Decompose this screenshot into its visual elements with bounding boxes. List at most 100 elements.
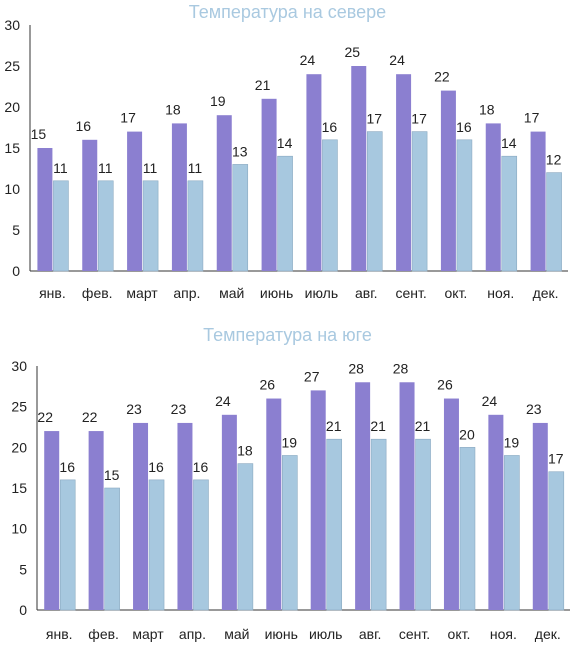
- x-category-label: июль: [309, 626, 342, 642]
- x-category-label: ноя.: [490, 626, 517, 642]
- bar-series-1: [88, 431, 104, 610]
- data-label: 23: [171, 401, 187, 417]
- data-label: 19: [210, 93, 226, 109]
- data-label: 21: [326, 418, 342, 434]
- data-label: 11: [143, 160, 158, 176]
- bar-series-1: [127, 131, 143, 271]
- bar-series-1: [310, 390, 326, 610]
- x-category-label: дек.: [535, 626, 561, 642]
- y-tick-label: 25: [11, 399, 27, 415]
- data-label: 16: [193, 459, 209, 475]
- data-label: 16: [75, 118, 91, 134]
- data-label: 16: [59, 459, 75, 475]
- y-tick-label: 15: [11, 480, 27, 496]
- data-label: 21: [370, 418, 386, 434]
- data-label: 12: [546, 152, 562, 168]
- x-category-label: март: [132, 626, 164, 642]
- chart-south: Температура на юге 0 5 10 15 20 25 30 22 16 янв. 2…: [0, 325, 575, 655]
- data-label: 24: [389, 52, 405, 68]
- y-tick-label: 30: [11, 358, 27, 374]
- data-label: 21: [255, 77, 271, 93]
- x-category-label: март: [126, 285, 158, 301]
- x-category-label: май: [219, 285, 244, 301]
- bar-series-1: [440, 90, 456, 271]
- bar-series-1: [306, 74, 322, 271]
- x-category-label: май: [224, 626, 249, 642]
- data-label: 14: [277, 135, 293, 151]
- y-tick-label: 10: [4, 181, 20, 197]
- bar-series-2: [148, 479, 165, 611]
- bar-series-1: [261, 98, 277, 271]
- data-label: 16: [322, 119, 338, 135]
- y-tick-label: 10: [11, 521, 27, 537]
- bar-series-2: [326, 438, 343, 611]
- bar-series-2: [501, 155, 518, 272]
- data-label: 19: [282, 434, 298, 450]
- bar-series-2: [97, 180, 114, 272]
- bar-series-1: [221, 414, 237, 610]
- data-label: 18: [165, 101, 181, 117]
- data-label: 17: [548, 451, 564, 467]
- bar-series-1: [488, 414, 504, 610]
- x-category-label: апр.: [179, 626, 206, 642]
- data-label: 27: [304, 368, 320, 384]
- bar-series-1: [532, 422, 548, 610]
- data-label: 26: [260, 377, 276, 393]
- x-category-label: авг.: [359, 626, 382, 642]
- data-label: 20: [459, 426, 475, 442]
- bar-series-1: [133, 422, 149, 610]
- bar-series-2: [59, 479, 76, 611]
- data-label: 16: [148, 459, 164, 475]
- data-label: 18: [479, 101, 495, 117]
- bar-series-1: [44, 431, 60, 610]
- x-category-label: июль: [305, 285, 338, 301]
- data-label: 22: [37, 409, 53, 425]
- bar-series-1: [216, 115, 232, 271]
- bar-series-1: [351, 66, 367, 271]
- data-label: 25: [344, 44, 360, 60]
- bar-series-2: [53, 180, 69, 272]
- y-tick-label: 15: [4, 140, 20, 156]
- data-label: 15: [31, 126, 47, 142]
- bar-series-2: [370, 438, 387, 611]
- bar-series-2: [104, 487, 120, 611]
- bar-series-1: [443, 398, 459, 610]
- data-label: 28: [348, 360, 364, 376]
- bar-series-2: [142, 180, 159, 272]
- data-label: 28: [393, 360, 409, 376]
- x-category-label: окт.: [448, 626, 471, 642]
- bar-series-1: [177, 422, 193, 610]
- x-category-label: авг.: [355, 285, 378, 301]
- data-label: 14: [501, 135, 517, 151]
- data-label: 16: [456, 119, 472, 135]
- bar-series-2: [187, 180, 204, 272]
- bar-series-2: [193, 479, 209, 611]
- x-category-label: окт.: [445, 285, 468, 301]
- chart-south-plot: 0 5 10 15 20 25 30 22 16 янв. 22 15 фев. 23 16 март 23 16…: [11, 358, 570, 642]
- y-tick-label: 20: [11, 439, 27, 455]
- data-label: 17: [524, 110, 540, 126]
- x-category-label: июнь: [265, 626, 298, 642]
- bar-series-2: [411, 131, 428, 272]
- bar-series-2: [281, 455, 298, 611]
- bar-series-2: [232, 164, 249, 272]
- bar-series-2: [459, 447, 476, 611]
- data-label: 13: [232, 143, 248, 159]
- bar-series-2: [504, 455, 520, 611]
- bar-series-1: [37, 148, 53, 271]
- bar-series-2: [366, 131, 383, 272]
- x-category-label: фев.: [88, 626, 119, 642]
- bar-series-2: [548, 471, 565, 611]
- chart-north-plot: 0 5 10 15 20 25 30 15 11 янв. 16 11 фев. 17 11 март 18 11…: [4, 17, 568, 301]
- data-label: 26: [437, 377, 453, 393]
- bar-series-2: [546, 172, 562, 272]
- x-category-label: июнь: [260, 285, 293, 301]
- bar-series-1: [396, 74, 412, 271]
- data-label: 17: [366, 111, 382, 127]
- data-label: 23: [526, 401, 542, 417]
- y-tick-label: 0: [12, 263, 20, 279]
- x-category-label: фев.: [82, 285, 113, 301]
- chart-north: Температура на севере 0 5 10 15 20 25 30 15 11 ян…: [0, 0, 575, 325]
- data-label: 11: [53, 160, 68, 176]
- data-label: 19: [504, 434, 520, 450]
